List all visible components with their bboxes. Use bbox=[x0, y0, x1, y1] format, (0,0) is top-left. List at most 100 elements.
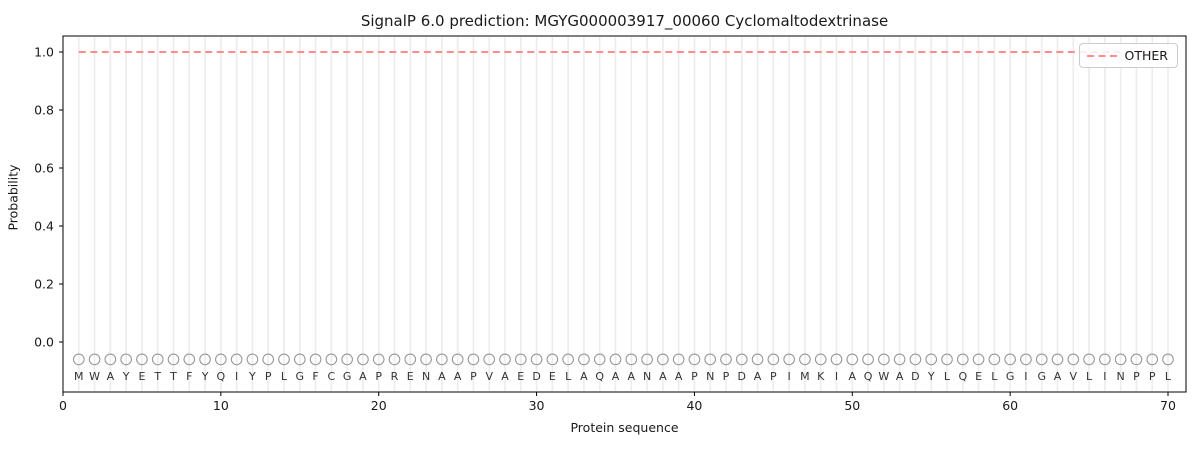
y-axis-label: Probability bbox=[5, 164, 21, 231]
residue-letter: I bbox=[1024, 370, 1027, 383]
x-axis-label: Protein sequence bbox=[570, 420, 679, 435]
residue-marker bbox=[341, 353, 353, 366]
residue-letter: P bbox=[375, 370, 382, 383]
residue-marker bbox=[609, 353, 622, 366]
x-tick-label: 20 bbox=[371, 398, 387, 413]
residue-letter: A bbox=[896, 370, 904, 383]
residue-marker bbox=[420, 353, 432, 366]
y-tick-label: 1.0 bbox=[34, 45, 54, 60]
residue-marker bbox=[657, 353, 669, 366]
residue-marker bbox=[72, 353, 85, 366]
residue-letter: P bbox=[470, 370, 477, 383]
residue-marker bbox=[956, 353, 969, 366]
residue-marker bbox=[830, 353, 843, 366]
residue-letter: N bbox=[1117, 370, 1125, 383]
residue-marker bbox=[546, 353, 559, 366]
residue-marker bbox=[451, 353, 464, 366]
residue-letter: I bbox=[235, 370, 238, 383]
residue-letter: A bbox=[454, 370, 462, 383]
residue-marker bbox=[767, 353, 780, 366]
plot-border bbox=[62, 35, 1187, 393]
residue-marker bbox=[120, 353, 132, 366]
residue-marker bbox=[593, 353, 606, 366]
residue-letter: P bbox=[770, 370, 777, 383]
residue-marker bbox=[1035, 353, 1048, 366]
residue-letter: A bbox=[675, 370, 683, 383]
x-tick-label: 40 bbox=[686, 398, 702, 413]
residue-letter: I bbox=[788, 370, 791, 383]
residue-letter: Y bbox=[122, 370, 130, 383]
residue-letter: A bbox=[659, 370, 667, 383]
residue-marker bbox=[735, 353, 748, 366]
residue-letter: A bbox=[628, 370, 636, 383]
legend-label: OTHER bbox=[1124, 48, 1168, 63]
residue-letter: E bbox=[975, 370, 982, 383]
residue-marker bbox=[372, 353, 385, 366]
residue-letter: P bbox=[265, 370, 272, 383]
residue-marker bbox=[909, 353, 922, 366]
residue-marker bbox=[199, 353, 211, 366]
x-tick-label: 60 bbox=[1002, 398, 1018, 413]
residue-marker bbox=[562, 353, 574, 366]
residue-marker bbox=[325, 353, 338, 366]
residue-marker bbox=[1114, 353, 1127, 366]
residue-marker bbox=[1130, 353, 1143, 366]
residue-marker bbox=[1162, 353, 1174, 366]
residue-letter: V bbox=[1070, 370, 1078, 383]
legend-line-sample-icon bbox=[1086, 54, 1117, 57]
residue-letter: A bbox=[1054, 370, 1062, 383]
residue-marker bbox=[262, 353, 275, 366]
residue-letter: L bbox=[944, 370, 951, 383]
residue-letter: G bbox=[1006, 370, 1015, 383]
residue-letter: Q bbox=[595, 370, 604, 383]
residue-letter: N bbox=[706, 370, 714, 383]
residue-marker bbox=[309, 353, 322, 366]
residue-marker bbox=[972, 353, 985, 366]
residue-marker bbox=[246, 353, 259, 366]
residue-letter: P bbox=[691, 370, 698, 383]
residue-letter: F bbox=[186, 370, 192, 383]
residue-marker bbox=[1004, 353, 1016, 366]
residue-letter: A bbox=[580, 370, 588, 383]
residue-letter: L bbox=[1165, 370, 1172, 383]
legend: OTHER bbox=[1078, 43, 1178, 68]
residue-letter: Y bbox=[927, 370, 935, 383]
residue-marker bbox=[183, 353, 196, 366]
residue-letter: A bbox=[107, 370, 115, 383]
residue-marker bbox=[530, 353, 543, 366]
residue-marker bbox=[1099, 353, 1111, 366]
y-tick-label: 0.6 bbox=[34, 161, 54, 176]
residue-marker bbox=[278, 353, 290, 366]
residue-letter: L bbox=[565, 370, 572, 383]
residue-marker bbox=[104, 353, 117, 366]
residue-marker bbox=[578, 353, 590, 366]
x-tick-label: 10 bbox=[213, 398, 229, 413]
y-tick-label: 0.0 bbox=[34, 335, 54, 350]
x-tick-label: 0 bbox=[59, 398, 67, 413]
residue-marker bbox=[704, 353, 717, 366]
residue-marker bbox=[404, 353, 417, 366]
residue-marker bbox=[136, 353, 148, 366]
residue-letter: L bbox=[281, 370, 288, 383]
residue-letter: D bbox=[738, 370, 746, 383]
residue-marker bbox=[720, 353, 732, 366]
residue-letter: T bbox=[153, 370, 161, 383]
residue-marker bbox=[357, 353, 369, 366]
residue-marker bbox=[751, 353, 764, 366]
residue-marker bbox=[88, 353, 101, 366]
residue-letter: Q bbox=[217, 370, 226, 383]
residue-marker bbox=[862, 353, 874, 366]
residue-marker bbox=[783, 353, 795, 366]
residue-marker bbox=[799, 353, 811, 366]
residue-marker bbox=[230, 353, 243, 366]
residue-letter: C bbox=[328, 370, 336, 383]
residue-letter: P bbox=[723, 370, 730, 383]
residue-letter: Q bbox=[958, 370, 967, 383]
x-tick-label: 70 bbox=[1160, 398, 1176, 413]
x-tick-label: 50 bbox=[844, 398, 860, 413]
residue-letter: G bbox=[1037, 370, 1046, 383]
residue-letter: E bbox=[407, 370, 414, 383]
residue-letter: R bbox=[391, 370, 399, 383]
residue-marker bbox=[625, 353, 638, 366]
